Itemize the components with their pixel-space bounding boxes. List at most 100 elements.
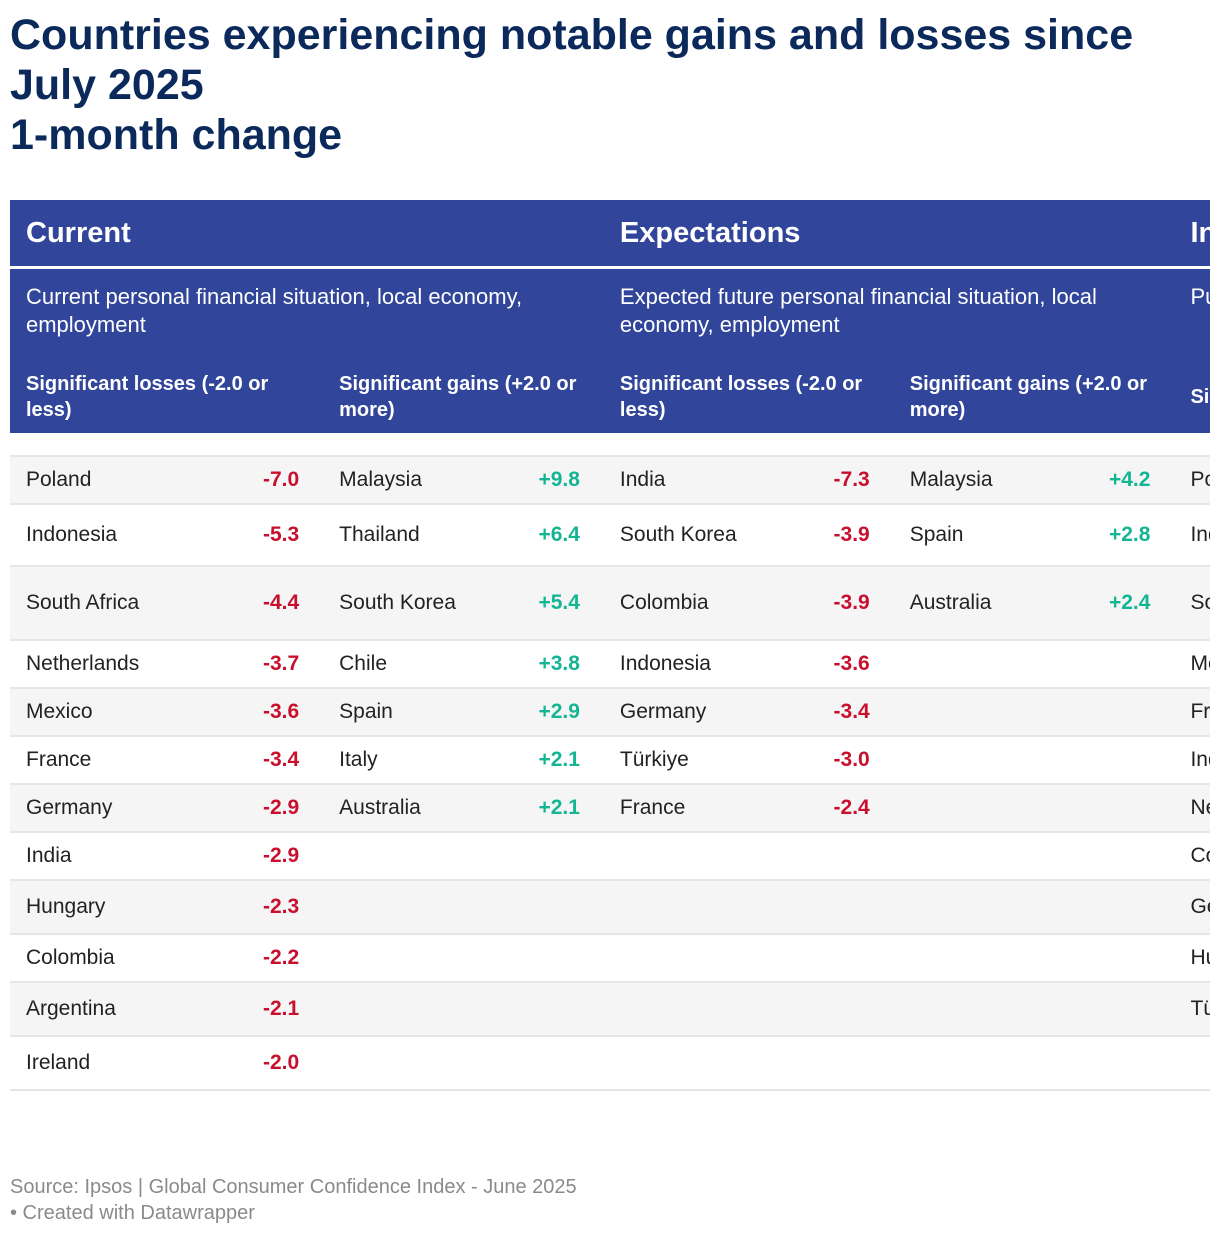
value-cell: -2.9 [196, 784, 324, 833]
country-cell: Türkiye [603, 736, 768, 785]
country-cell: Thailand [323, 504, 478, 567]
country-cell [603, 982, 768, 1037]
value-cell: +2.1 [477, 736, 604, 785]
chart-footer: Source: Ipsos | Global Consumer Confiden… [10, 1174, 577, 1226]
country-cell [1174, 1036, 1210, 1091]
chart-title: Countries experiencing notable gains and… [10, 10, 1205, 160]
value-cell: +2.4 [1047, 566, 1175, 641]
country-cell [603, 832, 768, 881]
value-cell [477, 832, 604, 881]
country-cell: Indo [1174, 504, 1210, 567]
country-cell: Hun [1174, 934, 1210, 983]
country-cell: Gern [1174, 880, 1210, 935]
value-cell: -2.1 [196, 982, 324, 1037]
country-cell: Sou Afri [1174, 566, 1210, 641]
sub-header-expectations-losses: Significant losses (-2.0 or less) [603, 361, 894, 433]
group-header-row: Current Expectations Inv [10, 200, 1210, 269]
country-cell: South Korea [603, 504, 768, 567]
value-cell [767, 880, 894, 935]
sub-header-expectations-gains: Significant gains (+2.0 or more) [893, 361, 1175, 433]
country-cell: Indonesia [603, 640, 768, 689]
value-cell: -2.0 [196, 1036, 324, 1091]
country-cell: Pola [1174, 456, 1210, 505]
value-cell: -2.9 [196, 832, 324, 881]
country-cell [323, 982, 478, 1037]
value-cell: -2.2 [196, 934, 324, 983]
country-cell: Net [1174, 784, 1210, 833]
group-header-current: Current [10, 200, 604, 269]
country-cell [893, 1036, 1048, 1091]
sub-header-inv-losses: Sign or le [1174, 361, 1210, 433]
country-cell [893, 784, 1048, 833]
title-line-1: Countries experiencing notable gains and… [10, 11, 1134, 109]
table-row: Poland -7.0 Malaysia +9.8 India -7.3 Malaysia +… [10, 456, 1210, 505]
value-cell [1047, 982, 1175, 1037]
value-cell: +9.8 [477, 456, 604, 505]
value-cell: -3.6 [767, 640, 894, 689]
spacer-cell [10, 433, 1210, 457]
sub-header-current-gains: Significant gains (+2.0 or more) [323, 361, 604, 433]
country-cell: Germany [603, 688, 768, 737]
value-cell: -3.9 [767, 504, 894, 567]
value-cell [477, 1036, 604, 1091]
country-cell: Italy [323, 736, 478, 785]
country-cell: Australia [893, 566, 1048, 641]
sub-header-current-losses: Significant losses (-2.0 or less) [10, 361, 324, 433]
country-cell: Hungary [10, 880, 197, 935]
country-cell: Mex [1174, 640, 1210, 689]
country-cell: Spain [893, 504, 1048, 567]
country-cell [603, 934, 768, 983]
value-cell: +4.2 [1047, 456, 1175, 505]
table-row: Indonesia -5.3 Thailand +6.4 South Korea -3.9… [10, 504, 1210, 567]
table-row: Hungary-2.3 Gern [10, 880, 1210, 935]
data-table-container: Current Expectations Inv Current persona… [10, 200, 1210, 1114]
country-cell [603, 880, 768, 935]
country-cell: Argentina [10, 982, 197, 1037]
country-cell [323, 1036, 478, 1091]
value-cell: +2.1 [477, 784, 604, 833]
country-cell [893, 934, 1048, 983]
value-cell: -3.4 [767, 688, 894, 737]
country-cell: Australia [323, 784, 478, 833]
data-table: Current Expectations Inv Current persona… [10, 200, 1210, 1091]
value-cell: -2.3 [196, 880, 324, 935]
country-cell [893, 880, 1048, 935]
country-cell [603, 1036, 768, 1091]
value-cell [767, 934, 894, 983]
value-cell: +2.9 [477, 688, 604, 737]
country-cell [323, 832, 478, 881]
country-cell: Chile [323, 640, 478, 689]
group-header-inv: Inv [1174, 200, 1210, 269]
value-cell [477, 934, 604, 983]
country-cell [893, 982, 1048, 1037]
value-cell [1047, 640, 1175, 689]
value-cell [477, 880, 604, 935]
description-row: Current personal financial situation, lo… [10, 267, 1210, 361]
country-cell: Fran [1174, 688, 1210, 737]
group-header-expectations: Expectations [603, 200, 1175, 269]
country-cell: Colombia [10, 934, 197, 983]
country-cell [323, 934, 478, 983]
table-row: India-2.9 Colo [10, 832, 1210, 881]
value-cell: -5.3 [196, 504, 324, 567]
country-cell: South Africa [10, 566, 197, 641]
country-cell: France [10, 736, 197, 785]
group-description-inv: Pur fina [1174, 267, 1210, 361]
value-cell: -7.3 [767, 456, 894, 505]
value-cell: -3.0 [767, 736, 894, 785]
country-cell: Indonesia [10, 504, 197, 567]
country-cell: Netherlands [10, 640, 197, 689]
value-cell: -7.0 [196, 456, 324, 505]
value-cell [1047, 832, 1175, 881]
country-cell: Malaysia [323, 456, 478, 505]
country-cell: South Korea [323, 566, 478, 641]
table-row: Ireland -2.0 [10, 1036, 1210, 1091]
country-cell: Indi [1174, 736, 1210, 785]
table-row: South Africa -4.4 South Korea +5.4 Colombia -… [10, 566, 1210, 641]
country-cell: India [10, 832, 197, 881]
value-cell: -3.9 [767, 566, 894, 641]
country-cell: Türk [1174, 982, 1210, 1037]
group-description-expectations: Expected future personal financial situa… [603, 267, 1175, 361]
